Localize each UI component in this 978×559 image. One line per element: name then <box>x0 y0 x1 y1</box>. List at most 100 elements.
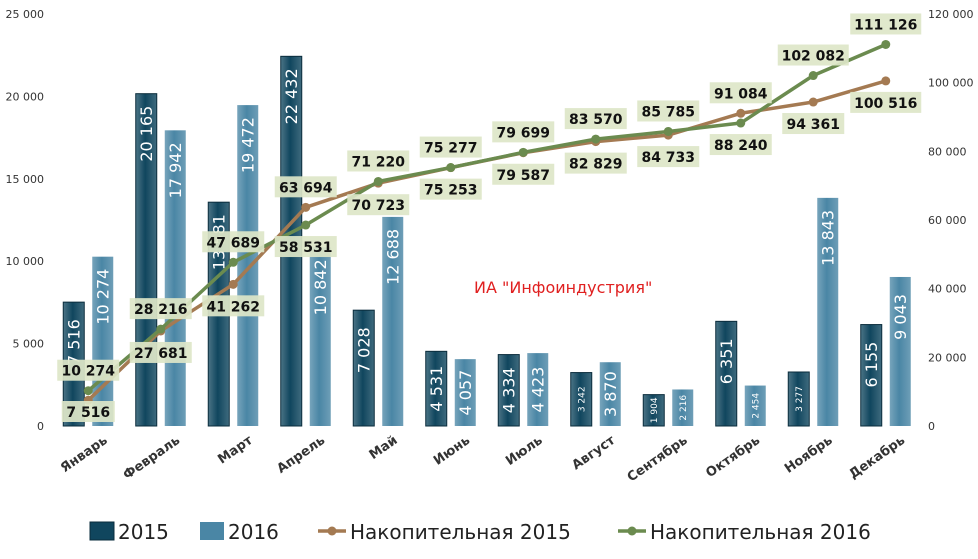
point-data-label: 91 084 <box>714 86 768 102</box>
y-right-tick-label: 40 000 <box>928 283 967 296</box>
point-data-label: 83 570 <box>569 112 623 128</box>
line-Накопительная 2016 <box>87 42 887 393</box>
bar-2015 <box>425 350 448 427</box>
bar-data-label: 4 057 <box>456 370 475 416</box>
point-label-box <box>709 134 772 156</box>
bar-2015 <box>570 372 593 427</box>
line-point <box>591 134 601 144</box>
line-point <box>301 202 311 212</box>
point-data-label: 58 531 <box>279 240 333 256</box>
bar-2015 <box>497 354 520 427</box>
point-data-label: 100 516 <box>854 96 917 112</box>
bar-2016 <box>237 105 259 426</box>
bar-2016 <box>382 216 404 426</box>
x-axis: Январь Февраль Март Апрель Май Июнь Июль Август… <box>58 433 908 486</box>
x-tick-label: Сентябрь <box>625 433 691 485</box>
point-data-label: 41 262 <box>206 299 260 315</box>
bar-2016 <box>672 389 694 426</box>
point-data-label: 71 220 <box>351 154 405 170</box>
point-data-label: 27 681 <box>134 346 188 362</box>
x-tick-label: Март <box>215 433 256 468</box>
bar-data-label: 3 870 <box>601 371 620 417</box>
y-left-tick-label: 5 000 <box>13 338 45 351</box>
point-label-box <box>129 298 192 320</box>
point-label-box <box>274 236 337 258</box>
bar-data-label: 10 274 <box>93 269 112 325</box>
point-data-label: 7 516 <box>66 405 110 421</box>
x-tick-label: Июнь <box>431 433 473 469</box>
point-data-label: 28 216 <box>134 302 188 318</box>
y-right-tick-label: 80 000 <box>928 145 967 158</box>
x-tick-label: Апрель <box>274 433 328 477</box>
bar-2016 <box>817 197 839 426</box>
point-label-box <box>782 113 845 135</box>
line-point <box>446 163 456 173</box>
bar-2015 <box>715 320 738 427</box>
line-point <box>156 324 166 334</box>
bar-data-label: 10 842 <box>311 259 330 315</box>
point-label-box <box>347 150 410 172</box>
point-data-label: 10 274 <box>61 364 115 380</box>
bar-data-label: 6 351 <box>717 338 736 384</box>
point-data-label: 75 253 <box>424 183 478 199</box>
line-point <box>881 39 891 49</box>
legend-swatch <box>89 521 115 541</box>
x-tick-label: Июль <box>503 433 545 469</box>
bar-2016 <box>599 362 621 426</box>
bar-data-label: 7 516 <box>64 319 83 365</box>
y-right-tick-label: 0 <box>928 420 935 433</box>
bar-data-label: 4 334 <box>499 367 518 413</box>
x-tick-label: Январь <box>58 433 110 476</box>
y-left-tick-label: 20 000 <box>6 90 45 103</box>
legend: 2015 2016 Накопительная 2015 Накопительная … <box>89 520 871 544</box>
bar-data-label: 20 165 <box>137 106 156 162</box>
legend-marker <box>627 526 637 536</box>
point-label-box <box>564 108 627 130</box>
line-point <box>808 97 818 107</box>
line-point <box>518 147 528 157</box>
bar-2015 <box>787 371 810 427</box>
line-point <box>663 126 673 136</box>
point-data-label: 47 689 <box>206 235 260 251</box>
y-right-tick-label: 100 000 <box>928 77 974 90</box>
y-left-tick-label: 25 000 <box>6 8 45 21</box>
bar-2016 <box>744 385 766 426</box>
bar-data-label: 1 904 <box>650 397 660 423</box>
x-tick-label: Декабрь <box>847 433 909 482</box>
source-annotation: ИА "Инфоиндустрия" <box>474 278 652 297</box>
line-point <box>808 71 818 81</box>
line-point <box>228 257 238 267</box>
point-data-label: 79 699 <box>496 125 550 141</box>
point-label-box <box>777 44 849 66</box>
line-point <box>373 176 383 186</box>
point-data-label: 102 082 <box>782 49 845 65</box>
bar-data-label: 6 155 <box>862 342 881 388</box>
point-label-box <box>850 13 922 35</box>
point-label-box <box>57 359 120 381</box>
legend-label: Накопительная 2015 <box>350 520 571 544</box>
bar-data-label: 17 942 <box>166 142 185 198</box>
point-label-box <box>709 82 772 104</box>
line-point <box>881 76 891 86</box>
point-data-label: 94 361 <box>786 117 840 133</box>
point-data-label: 79 587 <box>496 168 550 184</box>
point-data-label: 111 126 <box>854 17 917 33</box>
point-data-label: 63 694 <box>279 180 333 196</box>
point-data-label: 88 240 <box>714 138 768 154</box>
y-left-tick-label: 10 000 <box>6 255 45 268</box>
point-label-box <box>202 295 265 317</box>
y-left-tick-label: 0 <box>37 420 44 433</box>
x-tick-label: Октябрь <box>703 433 763 481</box>
point-data-label: 85 785 <box>641 104 695 120</box>
bar-data-label: 3 242 <box>577 386 587 412</box>
legend-label: 2015 <box>118 520 169 544</box>
bar-data-label: 4 531 <box>427 366 446 412</box>
point-data-label: 84 733 <box>641 150 695 166</box>
bar-data-label: 19 472 <box>238 117 257 173</box>
x-tick-label: Август <box>569 433 618 474</box>
legend-swatch <box>200 522 224 540</box>
bar-2016 <box>527 353 549 426</box>
